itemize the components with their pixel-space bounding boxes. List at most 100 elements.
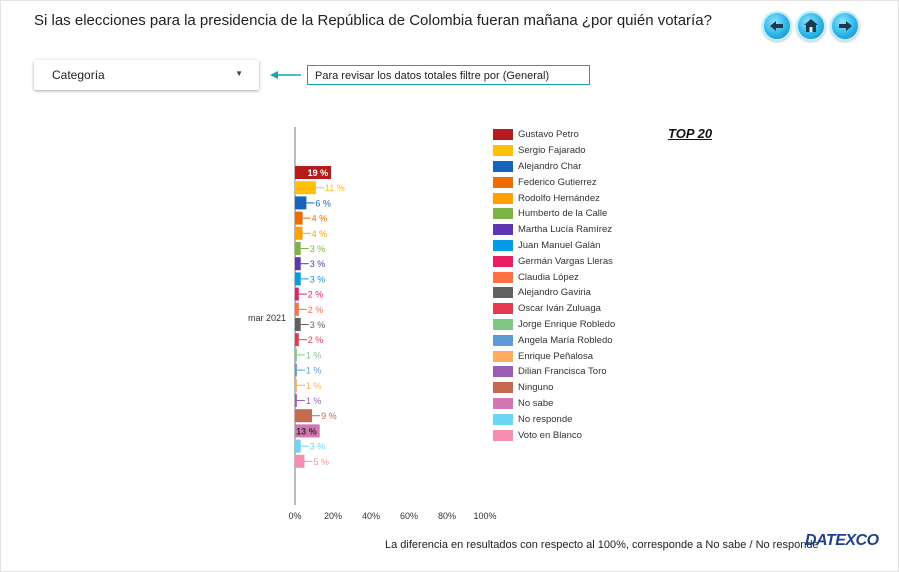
back-button[interactable] [762,11,792,41]
filter-hint: Para revisar los datos totales filtre po… [307,65,590,85]
legend-swatch [493,192,513,204]
bar [295,409,313,423]
footnote: La diferencia en resultados con respecto… [385,539,819,551]
legend-item: Angela María Robledo [493,332,615,348]
legend-label: Alejandro Gaviria [518,287,591,299]
bar [295,196,307,210]
data-label: 11 % [325,183,345,193]
legend-item: Rodolfo Hernández [493,190,615,206]
legend-label: Alejandro Char [518,160,582,172]
bar [295,348,297,362]
legend-label: Dilian Francisca Toro [518,366,607,378]
legend-item: Juan Manuel Galán [493,238,615,254]
legend-swatch [493,176,513,188]
arrow-left-icon [270,71,301,79]
bar [295,318,301,331]
x-tick-label: 60% [400,511,418,521]
bar [295,226,303,240]
arrow-left-icon [770,21,783,31]
x-tick-label: 80% [438,511,456,521]
bar [295,363,297,377]
legend-swatch [493,160,513,172]
legend-swatch [493,382,513,394]
legend-swatch [493,129,513,141]
legend-swatch [493,413,513,425]
legend-label: Rodolfo Hernández [518,192,600,204]
legend-swatch [493,318,513,330]
legend-swatch [493,366,513,378]
data-label: 1 % [306,381,322,391]
data-label: 2 % [308,335,324,345]
legend-item: Oscar Iván Zuluaga [493,301,615,317]
legend-swatch [493,287,513,299]
home-button[interactable] [796,11,826,41]
forward-button[interactable] [830,11,860,41]
legend-label: No responde [518,413,573,425]
legend-label: No sabe [518,397,554,409]
legend-item: No sabe [493,396,615,412]
legend-label: Voto en Blanco [518,429,582,441]
legend-item: Gustavo Petro [493,127,615,143]
legend-item: Humberto de la Calle [493,206,615,222]
home-icon [804,19,818,32]
legend-item: Federico Gutierrez [493,174,615,190]
top-20-label: TOP 20 [668,126,713,141]
legend-label: Germán Vargas Lleras [518,255,613,267]
legend-label: Ninguno [518,382,554,394]
data-label: 13 % [296,426,317,436]
legend-swatch [493,239,513,251]
data-label: 3 % [310,244,326,254]
bar [295,302,299,316]
legend-label: Angela María Robledo [518,334,613,346]
legend-swatch [493,208,513,220]
category-dropdown[interactable]: Categoría ▼ [34,60,259,90]
data-label: 1 % [306,396,322,406]
legend-swatch [493,303,513,315]
x-tick-label: 0% [288,511,301,521]
legend-item: Claudia López [493,269,615,285]
legend-item: Martha Lucía Ramírez [493,222,615,238]
legend-swatch [493,271,513,283]
bar [295,394,297,407]
data-label: 3 % [310,274,326,284]
legend-item: Alejandro Gaviria [493,285,615,301]
bar [295,242,301,255]
data-label: 6 % [315,198,331,208]
legend-item: Voto en Blanco [493,427,615,443]
legend-item: Jorge Enrique Robledo [493,317,615,333]
data-label: 1 % [306,350,322,360]
legend-item: Sergio Fajarado [493,143,615,159]
legend-label: Federico Gutierrez [518,176,597,188]
legend-swatch [493,350,513,362]
bar [295,439,301,453]
datexco-logo: DATEXCO [805,532,879,549]
bar [295,454,305,468]
legend-item: Germán Vargas Lleras [493,253,615,269]
bar [295,166,332,179]
chevron-down-icon: ▼ [235,69,243,78]
data-label: 4 % [312,214,328,224]
data-label: 3 % [310,442,326,452]
arrow-right-icon [839,21,852,31]
page-title: Si las elecciones para la presidencia de… [34,12,712,29]
data-label: 19 % [308,168,329,178]
bar [295,257,301,271]
legend-label: Gustavo Petro [518,129,579,141]
data-label: 2 % [308,305,324,315]
bar [295,211,303,225]
bar [295,378,297,392]
x-tick-label: 20% [324,511,342,521]
legend-label: Claudia López [518,271,579,283]
legend-item: Ninguno [493,380,615,396]
bar [295,287,299,301]
data-label: 1 % [306,366,322,376]
bar [295,333,299,347]
x-tick-label: 40% [362,511,380,521]
data-label: 2 % [308,290,324,300]
legend-item: Alejandro Char [493,159,615,175]
legend-label: Sergio Fajarado [518,145,586,157]
legend-swatch [493,145,513,157]
data-label: 5 % [314,457,330,467]
legend-label: Jorge Enrique Robledo [518,318,616,330]
